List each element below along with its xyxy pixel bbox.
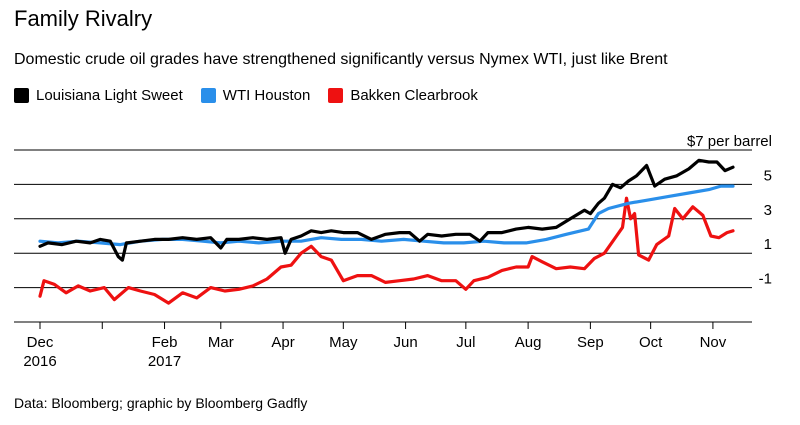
y-tick-label: $7 per barrel <box>687 133 772 150</box>
legend-item-wti-houston: WTI Houston <box>200 87 311 104</box>
x-tick-label: Sep <box>577 334 604 351</box>
x-tick-label: Dec <box>27 334 54 351</box>
y-tick-label: 1 <box>764 236 772 253</box>
source-note: Data: Bloomberg; graphic by Bloomberg Ga… <box>14 395 308 411</box>
x-tick-label: Jul <box>456 334 475 351</box>
x-tick-label: Aug <box>515 334 542 351</box>
y-tick-label: -1 <box>759 271 772 288</box>
series-line-louisiana-light-sweet <box>38 158 735 262</box>
x-tick-label: Oct <box>639 334 663 351</box>
legend-swatch-wti-houston <box>200 88 216 103</box>
legend-item-lls: Louisiana Light Sweet <box>14 87 183 104</box>
series-line-bakken-clearbrook <box>38 196 735 305</box>
legend-label-wti-houston: WTI Houston <box>222 87 311 104</box>
legend-swatch-lls <box>14 88 29 103</box>
x-tick-sublabel: 2016 <box>23 353 56 370</box>
legend: Louisiana Light Sweet WTI Houston Bakken… <box>14 87 496 104</box>
y-tick-label: 5 <box>764 167 772 184</box>
legend-label-bakken: Bakken Clearbrook <box>350 87 478 104</box>
legend-item-bakken: Bakken Clearbrook <box>328 87 478 104</box>
x-tick-label: Mar <box>208 334 234 351</box>
legend-label-lls: Louisiana Light Sweet <box>36 87 183 104</box>
chart-title: Family Rivalry <box>14 6 153 31</box>
x-tick-label: Apr <box>271 334 294 351</box>
legend-swatch-bakken <box>328 88 344 103</box>
x-tick-sublabel: 2017 <box>148 353 181 370</box>
line-chart: $7 per barrel 5 3 1 -1 Dec 2016 Feb 2017 Mar Apr Ma… <box>14 133 772 370</box>
x-tick-label: Feb <box>152 334 178 351</box>
x-tick-label: Nov <box>700 334 727 351</box>
y-tick-label: 3 <box>764 202 772 219</box>
x-tick-label: Jun <box>393 334 417 351</box>
chart-subtitle: Domestic crude oil grades have strengthe… <box>14 51 668 68</box>
x-tick-label: May <box>329 334 358 351</box>
